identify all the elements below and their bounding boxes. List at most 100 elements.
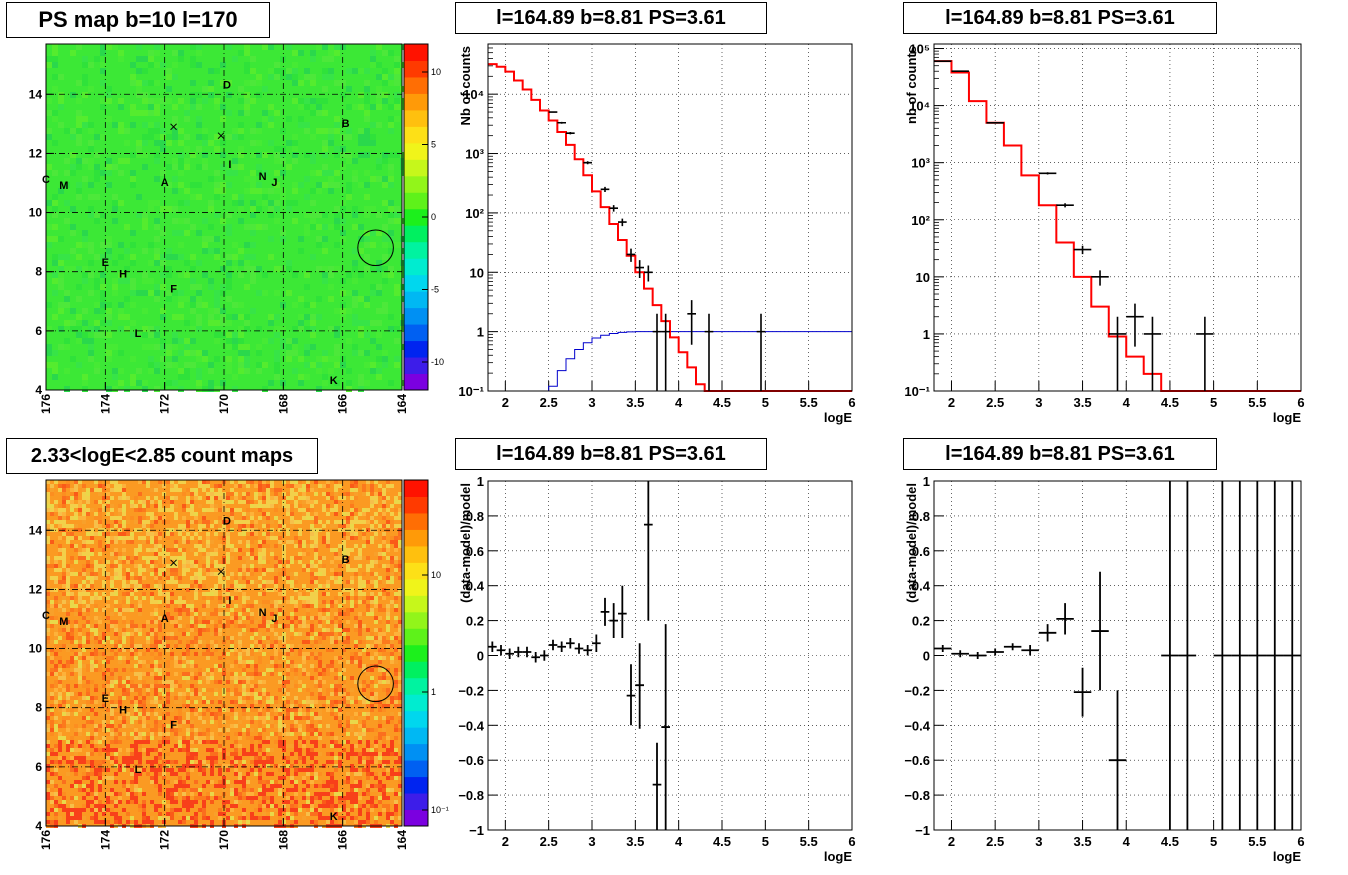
texture-cell — [234, 624, 238, 628]
texture-cell — [134, 732, 138, 736]
texture-cell — [58, 516, 62, 520]
texture-cell — [130, 152, 136, 158]
texture-cell — [282, 572, 286, 576]
texture-cell — [172, 332, 178, 338]
texture-cell — [190, 500, 194, 504]
texture-cell — [54, 504, 58, 508]
texture-cell — [66, 664, 70, 668]
texture-cell — [126, 572, 130, 576]
texture-cell — [94, 632, 98, 636]
texture-cell — [52, 278, 58, 284]
texture-cell — [134, 736, 138, 740]
texture-cell — [214, 584, 218, 588]
texture-cell — [118, 604, 122, 608]
texture-cell — [238, 644, 242, 648]
texture-cell — [182, 608, 186, 612]
texture-cell — [118, 56, 124, 62]
texture-cell — [98, 772, 102, 776]
texture-cell — [250, 740, 254, 744]
texture-cell — [262, 512, 266, 516]
colorbar-tick-label: 0 — [431, 212, 436, 222]
texture-cell — [310, 704, 314, 708]
texture-cell — [162, 668, 166, 672]
texture-cell — [242, 500, 246, 504]
texture-cell — [124, 326, 130, 332]
texture-cell — [70, 640, 74, 644]
texture-cell — [226, 624, 230, 628]
texture-cell — [58, 98, 64, 104]
texture-cell — [46, 576, 50, 580]
texture-cell — [148, 80, 154, 86]
texture-cell — [394, 636, 398, 640]
texture-cell — [102, 700, 106, 704]
texture-cell — [268, 320, 274, 326]
texture-cell — [178, 700, 182, 704]
texture-cell — [346, 188, 352, 194]
texture-cell — [382, 236, 388, 242]
texture-cell — [174, 616, 178, 620]
texture-cell — [114, 608, 118, 612]
texture-cell — [206, 568, 210, 572]
texture-cell — [158, 572, 162, 576]
texture-cell — [342, 640, 346, 644]
texture-cell — [306, 764, 310, 768]
texture-cell — [334, 552, 338, 556]
texture-cell — [190, 676, 194, 680]
texture-cell — [162, 772, 166, 776]
texture-cell — [58, 520, 62, 524]
texture-cell — [398, 628, 402, 632]
texture-cell — [316, 110, 322, 116]
texture-cell — [302, 668, 306, 672]
texture-cell — [82, 504, 86, 508]
texture-cell — [278, 712, 282, 716]
texture-cell — [226, 230, 232, 236]
texture-cell — [242, 672, 246, 676]
texture-cell — [118, 656, 122, 660]
texture-cell — [286, 760, 290, 764]
texture-cell — [334, 716, 338, 720]
texture-cell — [138, 744, 142, 748]
texture-cell — [166, 644, 170, 648]
texture-cell — [50, 484, 54, 488]
texture-cell — [82, 488, 86, 492]
texture-cell — [190, 708, 194, 712]
texture-cell — [322, 140, 328, 146]
texture-cell — [378, 648, 382, 652]
texture-cell — [230, 544, 234, 548]
texture-cell — [122, 572, 126, 576]
texture-cell — [66, 660, 70, 664]
texture-cell — [162, 592, 166, 596]
texture-cell — [82, 308, 88, 314]
texture-cell — [330, 524, 334, 528]
texture-cell — [366, 564, 370, 568]
texture-cell — [358, 380, 364, 386]
texture-cell — [194, 764, 198, 768]
texture-cell — [90, 528, 94, 532]
texture-cell — [100, 254, 106, 260]
texture-cell — [206, 564, 210, 568]
texture-cell — [162, 588, 166, 592]
texture-cell — [196, 368, 202, 374]
texture-cell — [342, 528, 346, 532]
texture-cell — [282, 728, 286, 732]
texture-cell — [242, 496, 246, 500]
texture-cell — [114, 740, 118, 744]
texture-cell — [82, 576, 86, 580]
texture-cell — [62, 584, 66, 588]
texture-cell — [398, 524, 402, 528]
texture-cell — [118, 628, 122, 632]
texture-cell — [266, 760, 270, 764]
texture-cell — [82, 588, 86, 592]
texture-cell — [206, 552, 210, 556]
texture-cell — [182, 704, 186, 708]
texture-cell — [274, 700, 278, 704]
texture-cell — [210, 716, 214, 720]
texture-cell — [134, 548, 138, 552]
texture-cell — [232, 158, 238, 164]
texture-cell — [178, 524, 182, 528]
texture-cell — [298, 484, 302, 488]
texture-cell — [102, 696, 106, 700]
texture-cell — [154, 516, 158, 520]
texture-cell — [346, 660, 350, 664]
